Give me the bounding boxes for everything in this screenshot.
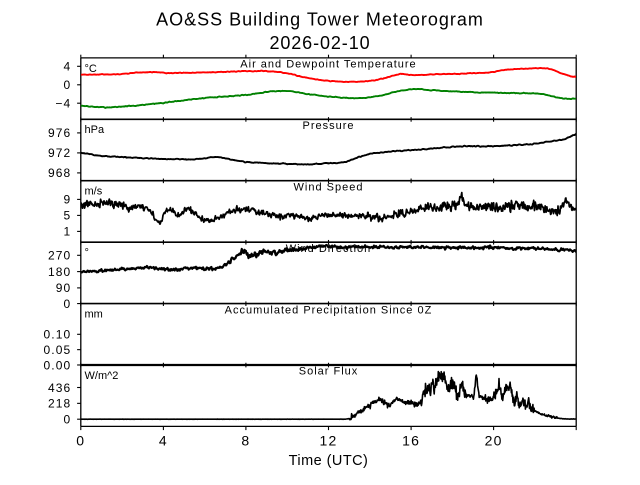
svg-text:1: 1 bbox=[64, 225, 72, 239]
svg-text:976: 976 bbox=[48, 126, 71, 140]
svg-text:AO&SS Building Tower Meteorogr: AO&SS Building Tower Meteorogram bbox=[156, 10, 484, 30]
svg-text:270: 270 bbox=[48, 249, 71, 263]
svg-text:0: 0 bbox=[64, 297, 72, 311]
svg-text:Accumulated Precipitation Sinc: Accumulated Precipitation Since 0Z bbox=[225, 304, 433, 316]
svg-text:0: 0 bbox=[76, 433, 85, 449]
svg-text:0: 0 bbox=[64, 413, 72, 427]
svg-text:Pressure: Pressure bbox=[302, 120, 354, 132]
svg-text:Air and Dewpoint Temperature: Air and Dewpoint Temperature bbox=[240, 59, 416, 71]
svg-text:180: 180 bbox=[48, 265, 71, 279]
svg-text:W/m^2: W/m^2 bbox=[85, 370, 119, 382]
svg-text:Solar Flux: Solar Flux bbox=[299, 366, 359, 378]
svg-text:436: 436 bbox=[48, 381, 71, 395]
svg-text:218: 218 bbox=[48, 397, 71, 411]
svg-text:0.10: 0.10 bbox=[44, 328, 72, 342]
svg-text:4: 4 bbox=[64, 60, 72, 74]
svg-text:9: 9 bbox=[64, 193, 72, 207]
svg-text:20: 20 bbox=[485, 433, 503, 449]
svg-text:972: 972 bbox=[48, 146, 71, 160]
svg-text:m/s: m/s bbox=[85, 186, 103, 198]
svg-text:hPa: hPa bbox=[85, 124, 105, 136]
svg-text:8: 8 bbox=[241, 433, 250, 449]
svg-text:90: 90 bbox=[56, 281, 72, 295]
svg-text:°C: °C bbox=[85, 63, 97, 75]
svg-text:968: 968 bbox=[48, 166, 71, 180]
svg-text:0.00: 0.00 bbox=[44, 358, 72, 372]
svg-text:0: 0 bbox=[64, 78, 72, 92]
svg-text:Wind Speed: Wind Speed bbox=[294, 181, 364, 193]
svg-text:12: 12 bbox=[320, 433, 338, 449]
svg-text:Time (UTC): Time (UTC) bbox=[289, 453, 369, 469]
svg-text:5: 5 bbox=[64, 209, 72, 223]
svg-text:4: 4 bbox=[159, 433, 168, 449]
svg-text:−4: −4 bbox=[55, 97, 71, 111]
svg-text:0.05: 0.05 bbox=[44, 343, 72, 357]
svg-text:°: ° bbox=[85, 247, 89, 259]
svg-text:mm: mm bbox=[85, 309, 103, 321]
svg-text:2026-02-10: 2026-02-10 bbox=[269, 33, 370, 53]
svg-text:16: 16 bbox=[402, 433, 420, 449]
